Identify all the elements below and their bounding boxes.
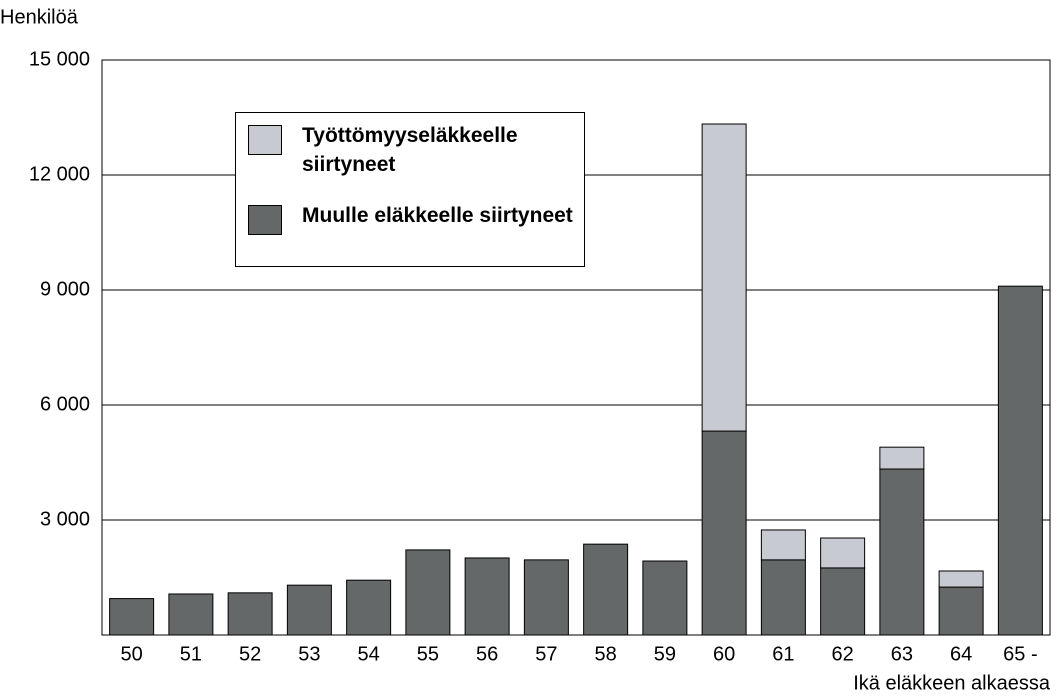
bar-segment bbox=[405, 549, 451, 636]
legend-swatch bbox=[248, 205, 282, 235]
legend: Työttömyyseläkkeelle siirtyneet Muulle el… bbox=[235, 112, 585, 267]
x-tick-label: 61 bbox=[772, 643, 794, 665]
legend-label: Muulle eläkkeelle siirtyneet bbox=[302, 204, 573, 227]
x-tick-label: 59 bbox=[654, 643, 676, 665]
bar-segment bbox=[879, 446, 925, 470]
y-tick-label: 12 000 bbox=[29, 163, 90, 185]
bar-segment bbox=[820, 567, 866, 636]
x-tick-label: 57 bbox=[535, 643, 557, 665]
x-tick-label: 56 bbox=[476, 643, 498, 665]
bar-segment bbox=[997, 285, 1043, 636]
bar-segment bbox=[701, 430, 747, 636]
legend-item: Työttömyyseläkkeelle siirtyneet bbox=[248, 121, 582, 179]
bar-segment bbox=[938, 586, 984, 636]
bar-segment bbox=[583, 543, 629, 636]
bar-segment bbox=[642, 560, 688, 636]
x-tick-label: 62 bbox=[832, 643, 854, 665]
x-tick-label: 55 bbox=[417, 643, 439, 665]
bar-segment bbox=[168, 593, 214, 636]
bar-segment bbox=[879, 468, 925, 636]
bar-segment bbox=[938, 570, 984, 588]
bar-segment bbox=[760, 529, 806, 561]
bar-segment bbox=[286, 584, 332, 636]
x-tick-label: 51 bbox=[180, 643, 202, 665]
bar-segment bbox=[227, 592, 273, 636]
y-axis-label: Henkilöä bbox=[0, 6, 79, 28]
legend-swatch bbox=[248, 125, 282, 155]
x-axis-label: Ikä eläkkeen alkaessa bbox=[853, 672, 1051, 694]
x-tick-label: 54 bbox=[358, 643, 380, 665]
y-tick-label: 15 000 bbox=[29, 48, 90, 70]
legend-item: Muulle eläkkeelle siirtyneet bbox=[248, 201, 582, 235]
x-tick-label: 50 bbox=[121, 643, 143, 665]
x-tick-label: 65 - bbox=[1003, 643, 1037, 665]
bar-segment bbox=[346, 579, 392, 636]
x-tick-label: 60 bbox=[713, 643, 735, 665]
x-tick-label: 58 bbox=[595, 643, 617, 665]
x-tick-label: 53 bbox=[298, 643, 320, 665]
bar-segment bbox=[760, 559, 806, 636]
bar-segment bbox=[820, 537, 866, 569]
x-tick-label: 64 bbox=[950, 643, 972, 665]
bar-segment bbox=[523, 559, 569, 636]
legend-label: Työttömyyseläkkeelle siirtyneet bbox=[302, 124, 518, 176]
bar-segment bbox=[701, 123, 747, 432]
y-tick-label: 3 000 bbox=[40, 508, 90, 530]
x-tick-label: 52 bbox=[239, 643, 261, 665]
plot-border bbox=[101, 59, 1051, 636]
x-tick-label: 63 bbox=[891, 643, 913, 665]
y-tick-label: 6 000 bbox=[40, 393, 90, 415]
y-tick-label: 9 000 bbox=[40, 278, 90, 300]
bar-segment bbox=[109, 598, 155, 636]
bar-segment bbox=[464, 557, 510, 636]
